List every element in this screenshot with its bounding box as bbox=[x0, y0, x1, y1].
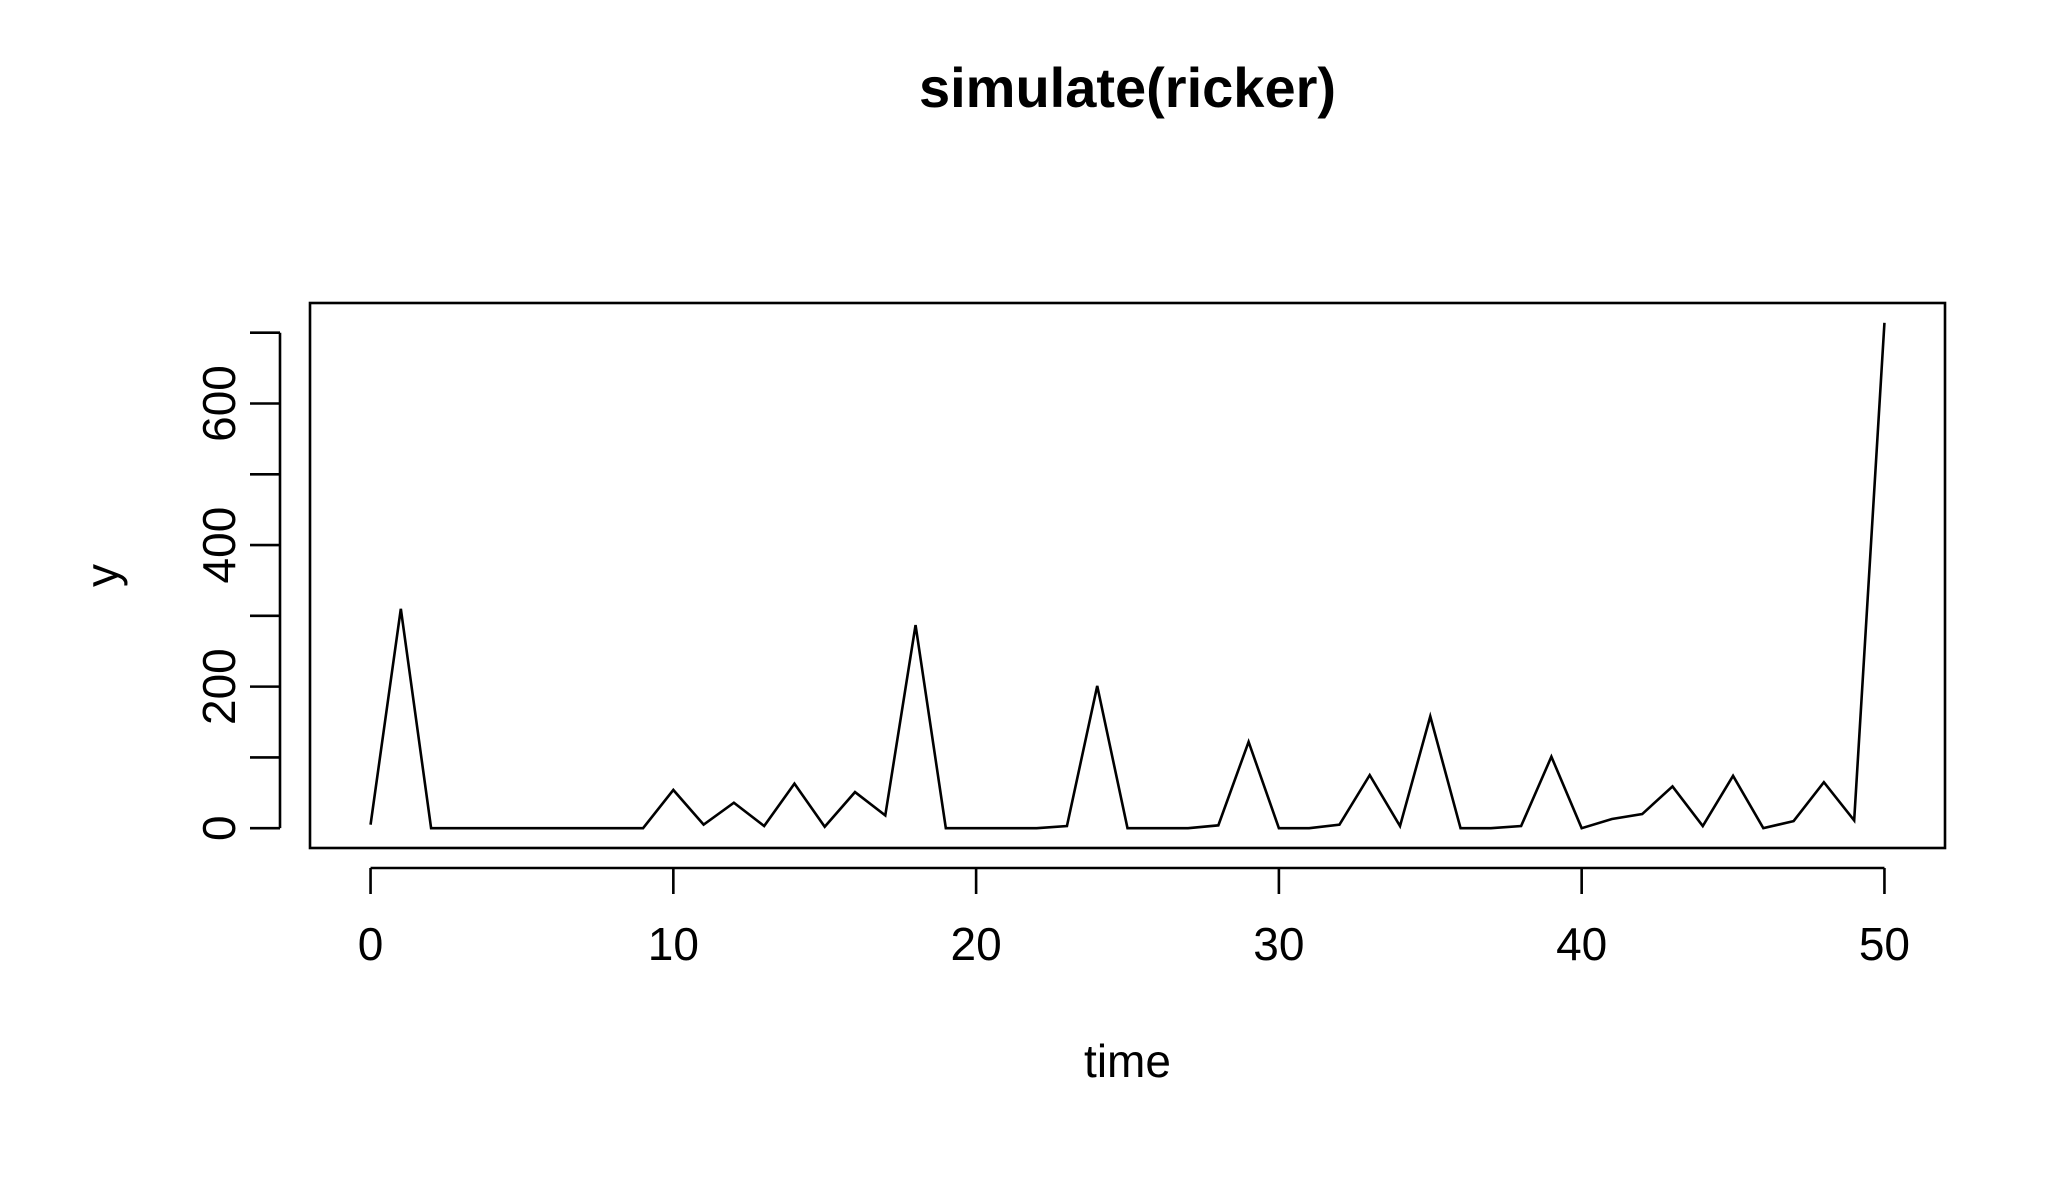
x-tick-label: 40 bbox=[1556, 918, 1607, 970]
y-axis: 0 200 400 600 bbox=[193, 331, 282, 841]
x-tick-label: 30 bbox=[1253, 918, 1304, 970]
x-axis-label: time bbox=[1084, 1035, 1171, 1087]
x-tick-label: 10 bbox=[648, 918, 699, 970]
y-tick-label: 200 bbox=[193, 648, 245, 725]
y-tick-label: 0 bbox=[193, 815, 245, 841]
y-axis-label: y bbox=[76, 564, 128, 587]
y-tick-label: 400 bbox=[193, 507, 245, 584]
plot-frame bbox=[308, 301, 1947, 850]
chart-title: simulate(ricker) bbox=[919, 56, 1336, 119]
y-tick-label: 600 bbox=[193, 365, 245, 442]
x-tick-label: 50 bbox=[1859, 918, 1910, 970]
x-tick-label: 0 bbox=[358, 918, 384, 970]
x-axis: 0 10 20 30 40 50 bbox=[358, 866, 1910, 970]
x-tick-label: 20 bbox=[951, 918, 1002, 970]
series-line bbox=[369, 322, 1886, 830]
